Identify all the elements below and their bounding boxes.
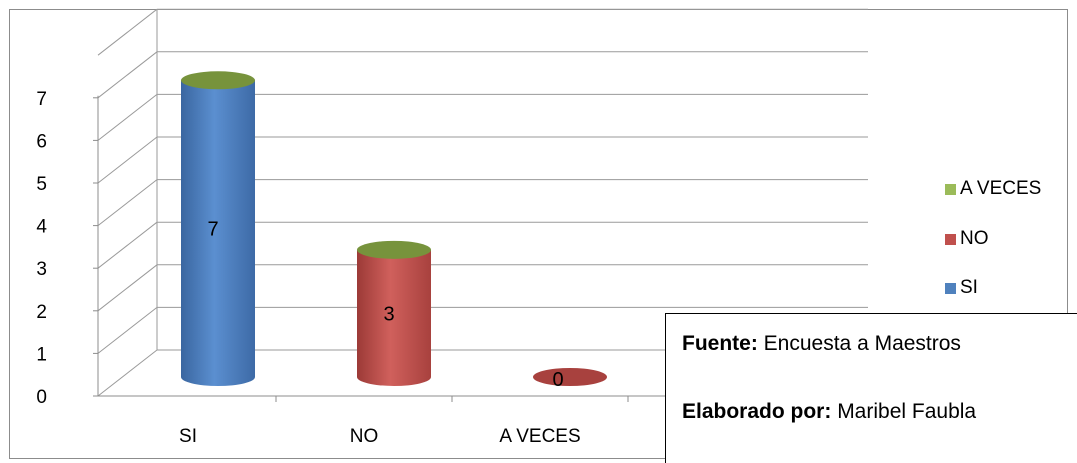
bar bbox=[181, 80, 255, 386]
author-label: Elaborado por: bbox=[682, 400, 832, 423]
y-tick-label: 6 bbox=[36, 131, 47, 152]
legend-label-a-veces: A VECES bbox=[960, 178, 1042, 199]
legend-item-a-veces: A VECES bbox=[945, 178, 1041, 200]
x-tick-label: SI bbox=[179, 426, 197, 447]
source-box: Fuente: Encuesta a Maestros Elaborado po… bbox=[665, 313, 1077, 463]
bar-top bbox=[533, 368, 607, 386]
side-gridline bbox=[97, 136, 158, 184]
y-tick-label: 0 bbox=[36, 387, 47, 408]
y-tick-label: 1 bbox=[36, 344, 47, 365]
source-text: Encuesta a Maestros bbox=[763, 332, 961, 355]
legend-swatch-a-veces bbox=[945, 183, 956, 195]
legend-swatch-no bbox=[945, 233, 956, 245]
side-gridline bbox=[97, 8, 158, 56]
bar-top bbox=[357, 240, 431, 259]
y-tick-label: 2 bbox=[36, 302, 47, 323]
legend-label-no: NO bbox=[960, 228, 989, 249]
x-tick-label: NO bbox=[350, 426, 379, 447]
x-tick-label: A VECES bbox=[499, 426, 580, 447]
legend-item-no: NO bbox=[945, 228, 989, 250]
side-gridline bbox=[97, 349, 158, 397]
y-tick-label: 4 bbox=[36, 217, 47, 238]
source-label: Fuente: bbox=[682, 332, 758, 355]
legend-label-si: SI bbox=[960, 277, 978, 298]
side-gridline bbox=[97, 221, 158, 269]
y-tick-label: 5 bbox=[36, 174, 47, 195]
data-label: 3 bbox=[383, 303, 394, 325]
legend-item-si: SI bbox=[945, 277, 978, 299]
side-gridline bbox=[97, 264, 158, 312]
data-label: 7 bbox=[207, 219, 218, 241]
side-gridline bbox=[97, 94, 158, 141]
y-tick-label: 3 bbox=[36, 259, 47, 280]
bar-top bbox=[181, 71, 255, 90]
side-gridline bbox=[97, 307, 158, 354]
side-gridline bbox=[97, 179, 158, 226]
legend-swatch-si bbox=[945, 282, 956, 294]
y-tick-label: 7 bbox=[36, 89, 47, 110]
source-line: Fuente: Encuesta a Maestros bbox=[682, 332, 961, 356]
side-gridline bbox=[97, 51, 158, 99]
author-line: Elaborado por: Maribel Faubla bbox=[682, 400, 976, 424]
author-text: Maribel Faubla bbox=[837, 400, 977, 423]
data-label: 0 bbox=[552, 369, 563, 391]
bar bbox=[357, 249, 431, 386]
